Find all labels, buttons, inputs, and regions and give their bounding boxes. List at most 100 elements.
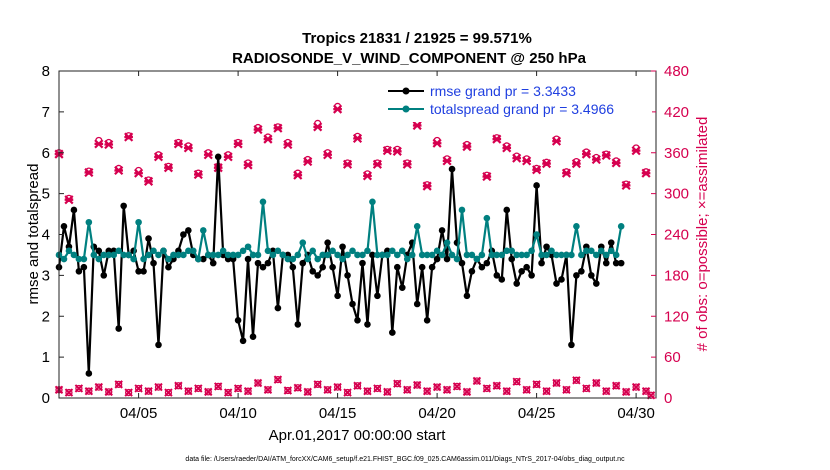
- obs-low-assimilated-marker: [253, 378, 263, 388]
- rmse-point: [180, 231, 187, 238]
- obs-low-possible-marker: [314, 380, 322, 389]
- obs-assimilated-marker: [482, 172, 492, 182]
- obs-assimilated-marker: [492, 134, 502, 144]
- obs-low-assimilated-marker: [184, 386, 193, 396]
- obs-low-assimilated-marker: [213, 382, 223, 391]
- spread-point: [438, 251, 446, 259]
- rmse-point: [324, 239, 331, 246]
- obs-low-possible-marker: [105, 388, 113, 396]
- obs-low-possible-marker: [65, 388, 73, 397]
- rmse-point: [602, 259, 610, 267]
- obs-low-assimilated-marker: [373, 384, 382, 393]
- obs-assimilated-marker: [64, 195, 74, 205]
- spread-point: [483, 214, 491, 222]
- obs-low-assimilated-marker: [293, 383, 303, 392]
- spread-point: [369, 198, 376, 206]
- obs-assimilated-marker: [502, 143, 512, 153]
- rmse-point: [558, 276, 565, 283]
- rmse-point: [607, 239, 615, 246]
- obs-assimilated-marker: [243, 160, 253, 170]
- rmse-point: [85, 370, 93, 377]
- obs-possible-marker: [65, 194, 73, 203]
- obs-possible-marker: [343, 159, 352, 167]
- spread-point: [190, 247, 197, 255]
- rmse-point: [135, 267, 142, 275]
- obs-assimilated-marker: [442, 156, 452, 166]
- y2-tick-label: 420: [664, 104, 689, 121]
- rmse-point: [289, 263, 297, 271]
- spread-point: [264, 247, 272, 255]
- obs-low-possible-marker: [572, 376, 581, 384]
- spread-point: [90, 251, 98, 259]
- rmse-point: [234, 317, 242, 324]
- rmse-point: [314, 272, 322, 279]
- obs-low-possible-marker: [562, 386, 571, 394]
- rmse-point: [165, 263, 172, 271]
- obs-low-possible-marker: [373, 384, 382, 393]
- spread-point: [254, 251, 262, 259]
- obs-assimilated-marker: [462, 142, 472, 152]
- obs-low-assimilated-marker: [592, 378, 601, 388]
- x-tick-label: 04/15: [319, 405, 357, 422]
- rmse-point: [249, 333, 257, 340]
- obs-low-possible-marker: [523, 386, 531, 394]
- obs-assimilated-marker: [561, 168, 572, 178]
- obs-low-possible-marker: [144, 387, 153, 395]
- spread-point: [289, 255, 297, 263]
- obs-possible-marker: [164, 162, 173, 171]
- obs-assimilated-marker: [143, 176, 154, 186]
- spread-point: [588, 247, 595, 255]
- spread-point: [508, 247, 516, 255]
- obs-low-assimilated-marker: [492, 381, 502, 390]
- obs-low-assimilated-marker: [383, 387, 392, 397]
- x-tick-label: 04/10: [219, 405, 257, 422]
- spread-point: [478, 251, 486, 259]
- obs-possible-marker: [124, 132, 133, 140]
- spread-point: [105, 251, 113, 259]
- obs-low-possible-marker: [124, 388, 133, 397]
- legend-rmse-marker: [402, 87, 410, 95]
- obs-low-assimilated-marker: [611, 381, 621, 390]
- rmse-point: [70, 206, 78, 214]
- spread-point: [175, 251, 182, 259]
- y2-tick-label: 60: [664, 349, 681, 366]
- obs-low-assimilated-marker: [233, 384, 243, 393]
- obs-assimilated-marker: [611, 158, 621, 168]
- spread-point: [573, 223, 580, 230]
- rmse-point: [334, 292, 341, 300]
- rmse-point: [354, 317, 361, 324]
- spread-point: [359, 251, 366, 259]
- rmse-point: [438, 227, 446, 234]
- spread-point: [239, 247, 247, 255]
- spread-point: [428, 251, 436, 259]
- spread-point: [617, 223, 625, 230]
- spread-point: [165, 255, 172, 263]
- spread-point: [60, 255, 68, 263]
- obs-low-possible-marker: [323, 386, 332, 394]
- spread-point: [568, 251, 575, 259]
- y-tick-label: 0: [42, 390, 50, 407]
- obs-low-possible-marker: [423, 387, 431, 395]
- rmse-point: [259, 263, 267, 271]
- spread-point: [453, 255, 461, 263]
- rmse-point: [573, 272, 580, 279]
- rmse-point: [538, 259, 545, 267]
- spread-point: [607, 247, 615, 255]
- rmse-point: [398, 284, 406, 291]
- spread-point: [319, 251, 326, 259]
- rmse-point: [339, 243, 346, 251]
- obs-low-assimilated-marker: [303, 387, 312, 397]
- spread-point: [214, 251, 222, 259]
- obs-low-assimilated-marker: [412, 380, 422, 390]
- spread-point: [528, 247, 535, 255]
- spread-point: [448, 251, 456, 259]
- obs-assimilated-marker: [193, 169, 203, 180]
- obs-assimilated-marker: [153, 152, 164, 162]
- legend-spread-marker: [402, 105, 410, 113]
- obs-low-assimilated-marker: [552, 378, 561, 388]
- rmse-point: [344, 272, 351, 279]
- y-tick-label: 6: [42, 145, 50, 162]
- spread-point: [344, 251, 351, 259]
- rmse-point: [209, 259, 217, 267]
- obs-assimilated-marker: [333, 104, 343, 114]
